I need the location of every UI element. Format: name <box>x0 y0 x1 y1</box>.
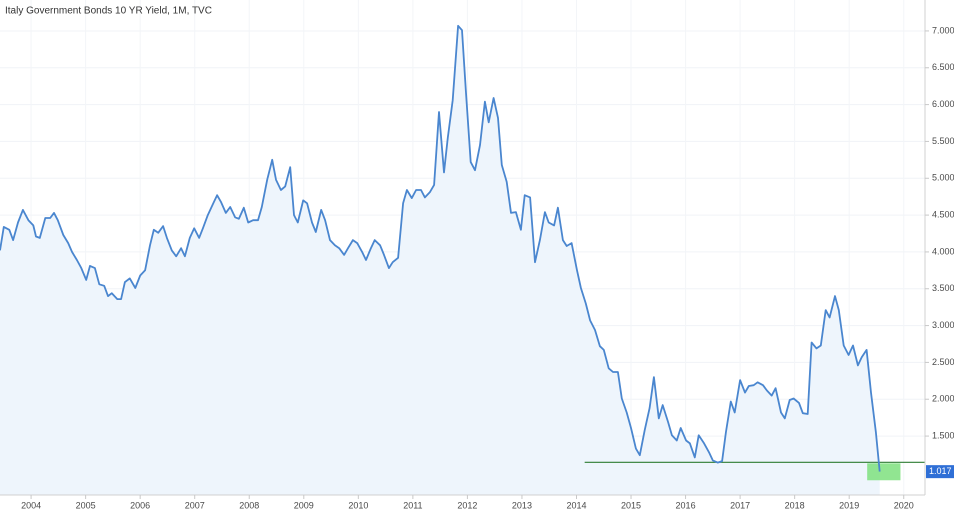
x-tick-label: 2014 <box>566 500 586 510</box>
y-tick-label: 7.000 <box>932 25 954 35</box>
x-tick-label: 2013 <box>512 500 532 510</box>
y-tick-label: 1.500 <box>932 430 954 440</box>
marks <box>0 24 925 496</box>
y-tick-label: 5.500 <box>932 136 954 146</box>
x-tick-label: 2017 <box>730 500 750 510</box>
x-tick-label: 2007 <box>185 500 205 510</box>
labels: 1.500 2.000 2.500 3.000 3.500 4.000 4.500 5.000… <box>21 25 954 510</box>
x-tick-label: 2005 <box>76 500 96 510</box>
line <box>0 24 881 472</box>
x-tick-label: 2015 <box>621 500 641 510</box>
x-tick-label: 2020 <box>894 500 914 510</box>
x-tick-label: 2010 <box>348 500 368 510</box>
chart-title: Italy Government Bonds 10 YR Yield, 1M, … <box>5 6 212 17</box>
y-tick-label: 3.500 <box>932 283 954 293</box>
x-tick-label: 2012 <box>457 500 477 510</box>
highlight-box <box>867 463 901 481</box>
area <box>0 25 880 496</box>
y-tick-label: 6.000 <box>932 99 954 109</box>
y-tick-label: 4.500 <box>932 209 954 219</box>
last-price-badge <box>926 465 954 479</box>
y-tick-label: 5.000 <box>932 173 954 183</box>
y-tick-label: 2.000 <box>932 394 954 404</box>
x-tick-label: 2004 <box>21 500 41 510</box>
y-tick-label: 3.000 <box>932 320 954 330</box>
x-tick-label: 2018 <box>785 500 805 510</box>
x-tick-label: 2009 <box>294 500 314 510</box>
x-tick-label: 2008 <box>239 500 259 510</box>
y-tick-label: 2.500 <box>932 357 954 367</box>
x-tick-label: 2019 <box>839 500 859 510</box>
x-tick-label: 2016 <box>676 500 696 510</box>
x-tick-label: 2006 <box>130 500 150 510</box>
y-tick-label: 6.500 <box>932 62 954 72</box>
last-price-label: 1.017 <box>929 466 952 476</box>
y-tick-label: 4.000 <box>932 246 954 256</box>
x-tick-label: 2011 <box>403 500 422 510</box>
